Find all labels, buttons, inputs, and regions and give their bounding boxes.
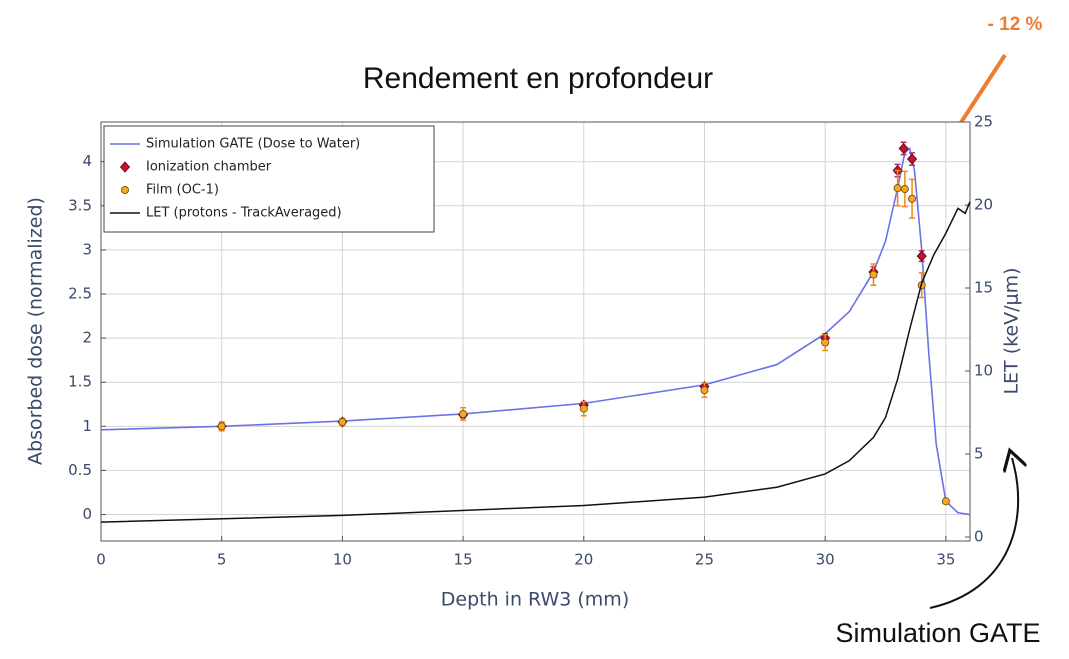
x-tick-label: 5	[217, 551, 227, 569]
y-tick-label: 2	[82, 329, 92, 347]
legend-label: Simulation GATE (Dose to Water)	[146, 137, 360, 152]
y2-tick-label: 5	[974, 445, 984, 463]
y2-tick-label: 15	[974, 279, 993, 297]
data-point	[217, 422, 226, 431]
data-point	[700, 386, 709, 395]
x-tick-label: 25	[695, 551, 714, 569]
data-point	[579, 404, 588, 413]
data-point	[907, 153, 918, 165]
legend-label: LET (protons - TrackAveraged)	[146, 206, 342, 221]
y-tick-label: 2.5	[68, 285, 92, 303]
legend-label: Ionization chamber	[146, 160, 272, 175]
y-tick-label: 1.5	[68, 373, 92, 391]
legend-label: Film (OC-1)	[146, 183, 219, 198]
data-point	[900, 185, 909, 194]
y-axis-label: Absorbed dose (normalized)	[25, 197, 47, 465]
chart-title: Rendement en profondeur	[363, 62, 713, 95]
plot-area: 0 5 10 15 20 25 30 35 0 0.5 1 1.5 2 2.5 3 3.5 4 0 5 10 15 20 2…	[68, 113, 993, 569]
y2-axis-label: LET (keV/μm)	[1001, 267, 1023, 394]
annotation: Simulation GATE	[835, 618, 1040, 648]
data-point	[338, 417, 347, 426]
x-axis-label: Depth in RW3 (mm)	[441, 589, 629, 611]
data-point	[941, 497, 950, 506]
data-point	[908, 194, 917, 203]
y-tick-label: 3.5	[68, 196, 92, 214]
y2-tick-label: 10	[974, 362, 993, 380]
legend-swatch	[121, 185, 130, 194]
y2-tick-label: 20	[974, 196, 993, 214]
data-point	[459, 409, 468, 418]
x-tick-label: 15	[454, 551, 473, 569]
data-point	[916, 250, 927, 262]
y-tick-label: 4	[82, 152, 92, 170]
line-series	[100, 201, 971, 523]
annotation: - 12 %	[988, 14, 1043, 35]
line-series	[100, 146, 971, 516]
data-point	[898, 142, 909, 155]
y-tick-label: 0	[82, 505, 92, 523]
y-tick-label: 0.5	[68, 461, 92, 479]
x-tick-label: 20	[574, 551, 593, 569]
y2-tick-label: 25	[974, 113, 993, 131]
y-tick-label: 1	[82, 417, 92, 435]
legend-swatch	[119, 161, 131, 173]
x-tick-label: 10	[333, 551, 352, 569]
legend-box	[103, 125, 435, 233]
y2-tick-label: 0	[974, 528, 984, 546]
legend: Simulation GATE (Dose to Water) Ionizatio…	[103, 125, 435, 233]
x-tick-label: 35	[936, 551, 955, 569]
data-point	[821, 338, 830, 347]
annotation-arrow	[929, 458, 1018, 609]
x-tick-label: 0	[96, 551, 106, 569]
y-tick-label: 3	[82, 240, 92, 258]
data-point	[893, 184, 902, 193]
x-tick-label: 30	[816, 551, 835, 569]
data-point	[869, 270, 878, 279]
plot-frame	[100, 121, 971, 542]
